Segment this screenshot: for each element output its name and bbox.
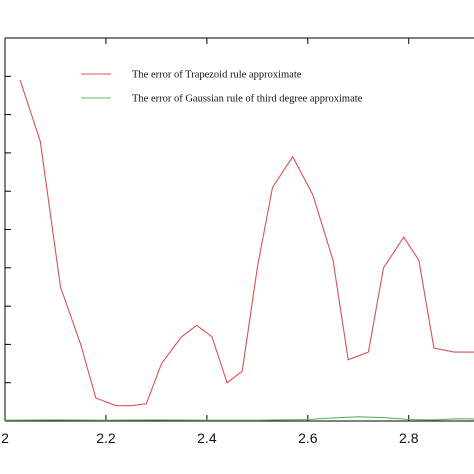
data-point [146, 403, 147, 404]
data-point [242, 371, 243, 372]
data-point [55, 419, 56, 420]
data-point [95, 397, 96, 398]
data-point [469, 351, 470, 352]
legend: The error of Trapezoid rule approximate T… [81, 70, 363, 105]
y-ticks [5, 75, 11, 384]
data-point [358, 416, 359, 417]
data-point [181, 336, 182, 337]
data-point [383, 417, 384, 418]
data-point [226, 382, 227, 383]
series-line [19, 79, 474, 407]
x-tick-label: 2.6 [298, 430, 318, 446]
data-point [418, 260, 419, 261]
data-point [312, 194, 313, 195]
data-point [272, 187, 273, 188]
series-2 [4, 416, 474, 421]
data-point [292, 156, 293, 157]
x-tick-label: 2.4 [197, 430, 217, 446]
data-point [105, 420, 106, 421]
data-point [433, 348, 434, 349]
data-point [348, 359, 349, 360]
series-line [4, 416, 474, 421]
data-point [433, 419, 434, 420]
data-point [459, 418, 460, 419]
x-ticks: 2 2.2 2.4 2.6 2.8 [1, 38, 419, 446]
legend-label: The error of Gaussian rule of third degr… [132, 94, 363, 105]
data-point [156, 419, 157, 420]
series-1 [19, 79, 474, 407]
data-point [131, 405, 132, 406]
data-point [403, 237, 404, 238]
x-tick-label: 2.8 [399, 430, 419, 446]
data-point [257, 420, 258, 421]
data-point [115, 405, 116, 406]
data-point [332, 260, 333, 261]
data-point [383, 267, 384, 268]
data-point [20, 80, 21, 81]
data-point [211, 336, 212, 337]
data-point [332, 417, 333, 418]
series-lines [4, 79, 474, 421]
data-point [368, 351, 369, 352]
data-point [80, 344, 81, 345]
data-point [161, 363, 162, 364]
x-tick-label: 2 [1, 430, 9, 446]
legend-label: The error of Trapezoid rule approximate [132, 70, 302, 81]
data-point [40, 141, 41, 142]
data-point [454, 351, 455, 352]
data-point [257, 267, 258, 268]
data-point [4, 420, 5, 421]
data-point [60, 286, 61, 287]
x-tick-label: 2.2 [96, 430, 116, 446]
data-point [307, 419, 308, 420]
data-point [206, 420, 207, 421]
data-point [196, 325, 197, 326]
data-point [408, 419, 409, 420]
